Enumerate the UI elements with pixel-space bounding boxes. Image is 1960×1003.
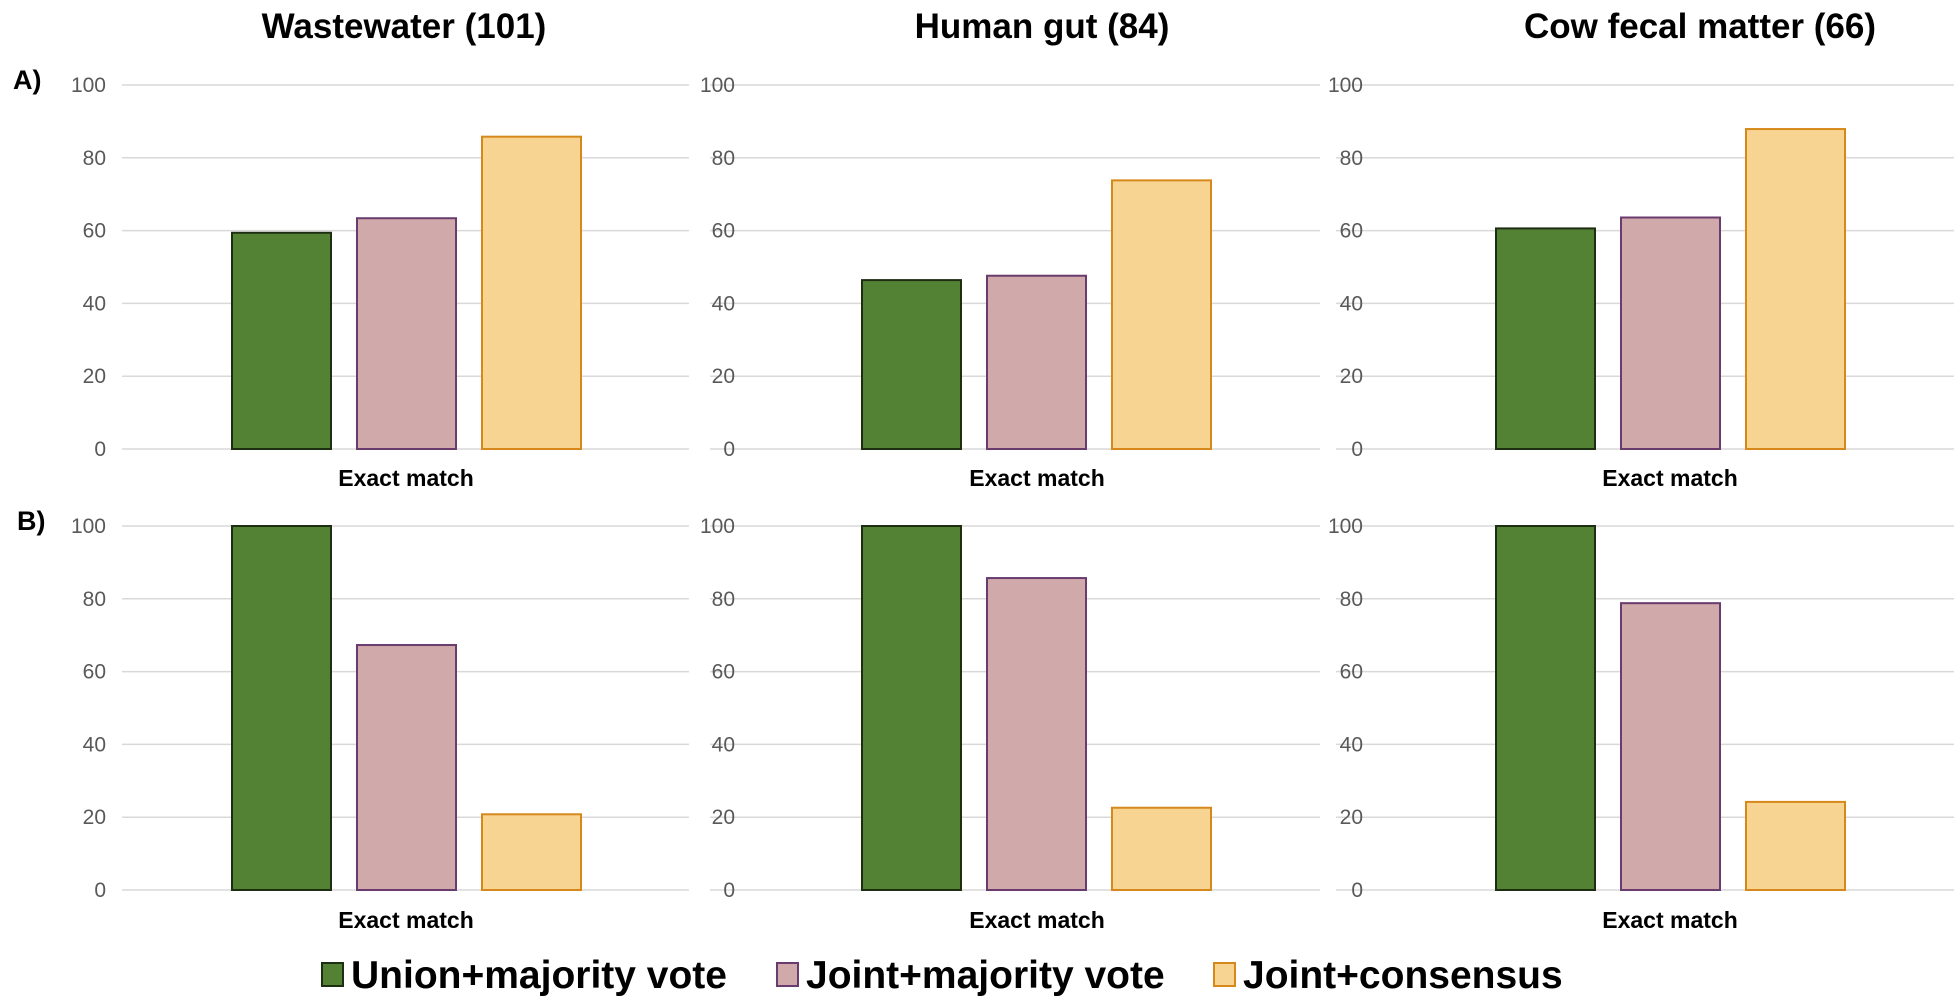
y-tick-label: 0	[94, 438, 106, 461]
bar-joint-consensus	[1111, 179, 1212, 450]
y-tick-label: 40	[83, 292, 106, 315]
y-tick-label: 100	[700, 74, 735, 97]
bar-joint-consensus	[1111, 806, 1212, 892]
bar-joint-majority-vote	[356, 217, 457, 450]
y-tick-label: 40	[1340, 292, 1363, 315]
column-title-human-gut: Human gut (84)	[915, 7, 1170, 46]
y-tick-label: 40	[712, 292, 735, 315]
column-title-wastewater: Wastewater (101)	[262, 7, 547, 46]
x-category-label: Exact match	[1602, 465, 1738, 491]
legend-label-joint-majority-vote: Joint+majority vote	[806, 954, 1165, 997]
y-tick-label: 20	[712, 806, 735, 829]
bar-union-majority-vote	[1495, 525, 1596, 891]
y-tick-label: 60	[712, 661, 735, 684]
panel-a-wastewater-101: 0 20 40 60 80 100 Exact match	[71, 74, 689, 491]
x-category-label: Exact match	[969, 465, 1105, 491]
y-tick-label: 80	[83, 147, 106, 170]
bar-joint-majority-vote	[986, 274, 1087, 450]
bar-union-majority-vote	[231, 231, 332, 450]
y-tick-label: 20	[83, 806, 106, 829]
y-tick-label: 80	[1340, 147, 1363, 170]
legend-swatch-union-majority-vote	[321, 962, 344, 987]
y-tick-label: 60	[1340, 220, 1363, 243]
y-tick-label: 40	[1340, 733, 1363, 756]
y-tick-label: 40	[83, 733, 106, 756]
panel-a-cow-fecal-matter-66: 0 20 40 60 80 100 Exact match	[1328, 74, 1954, 491]
panel-b-human-gut-84: 0 20 40 60 80 100 Exact match	[700, 515, 1320, 933]
y-tick-label: 20	[1340, 806, 1363, 829]
y-tick-label: 60	[83, 220, 106, 243]
bar-joint-consensus	[481, 135, 582, 451]
x-category-label: Exact match	[338, 465, 474, 491]
row-label-a: A)	[13, 65, 42, 95]
y-tick-label: 20	[712, 365, 735, 388]
bar-joint-majority-vote	[356, 644, 457, 892]
x-category-label: Exact match	[1602, 907, 1738, 933]
y-tick-label: 100	[700, 515, 735, 538]
y-tick-label: 80	[712, 147, 735, 170]
y-tick-label: 80	[712, 588, 735, 611]
y-tick-label: 100	[1328, 515, 1363, 538]
panel-b-cow-fecal-matter-66: 0 20 40 60 80 100 Exact match	[1328, 515, 1954, 933]
column-title-cow-fecal-matter: Cow fecal matter (66)	[1524, 7, 1876, 46]
bar-joint-majority-vote	[1620, 216, 1721, 450]
bar-union-majority-vote	[1495, 227, 1596, 450]
y-tick-label: 60	[83, 661, 106, 684]
bar-joint-consensus	[1745, 128, 1846, 450]
legend-swatch-joint-majority-vote	[776, 962, 799, 987]
y-tick-label: 0	[1351, 879, 1363, 902]
y-tick-label: 80	[83, 588, 106, 611]
x-category-label: Exact match	[338, 907, 474, 933]
y-tick-label: 20	[1340, 365, 1363, 388]
bar-joint-consensus	[1745, 800, 1846, 891]
legend-label-union-majority-vote: Union+majority vote	[351, 954, 727, 997]
y-tick-label: 80	[1340, 588, 1363, 611]
y-tick-label: 60	[1340, 661, 1363, 684]
legend-label-joint-consensus: Joint+consensus	[1243, 954, 1563, 997]
legend-swatch-joint-consensus	[1213, 962, 1236, 987]
legend: Union+majority vote Joint+majority vote …	[321, 954, 1563, 997]
y-tick-label: 100	[71, 74, 106, 97]
y-tick-label: 0	[1351, 438, 1363, 461]
y-tick-label: 0	[723, 879, 735, 902]
bar-union-majority-vote	[861, 279, 962, 450]
bar-joint-consensus	[481, 813, 582, 892]
y-tick-label: 0	[94, 879, 106, 902]
panel-a-human-gut-84: 0 20 40 60 80 100 Exact match	[700, 74, 1320, 491]
y-tick-label: 0	[723, 438, 735, 461]
bar-union-majority-vote	[861, 525, 962, 891]
panel-b-wastewater-101: 0 20 40 60 80 100 Exact match	[71, 515, 689, 933]
y-tick-label: 20	[83, 365, 106, 388]
bar-joint-majority-vote	[1620, 602, 1721, 892]
row-label-b: B)	[17, 506, 46, 536]
y-tick-label: 60	[712, 220, 735, 243]
y-tick-label: 40	[712, 733, 735, 756]
bar-joint-majority-vote	[986, 577, 1087, 891]
bar-union-majority-vote	[231, 525, 332, 891]
y-tick-label: 100	[71, 515, 106, 538]
x-category-label: Exact match	[969, 907, 1105, 933]
chart-panels: 0 20 40 60 80 100 Exact match 0 20 40 60 80 100 Exact…	[71, 74, 1954, 933]
y-tick-label: 100	[1328, 74, 1363, 97]
